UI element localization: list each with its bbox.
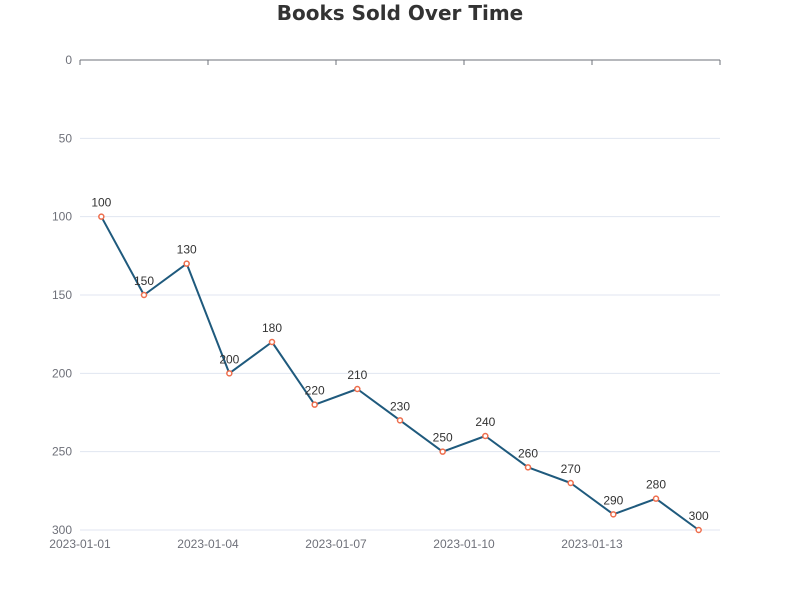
- data-label: 240: [475, 415, 495, 429]
- data-label: 280: [646, 478, 666, 492]
- chart-title: Books Sold Over Time: [276, 1, 524, 25]
- data-point: [140, 291, 148, 299]
- x-tick-label: 2023-01-07: [305, 537, 367, 551]
- data-point: [567, 479, 574, 487]
- data-point: [439, 448, 446, 455]
- y-tick-label: 150: [52, 288, 72, 302]
- x-tick-label: 2023-01-01: [49, 537, 111, 551]
- data-label: 210: [347, 368, 367, 382]
- data-label: 230: [390, 399, 410, 413]
- data-label: 220: [305, 384, 325, 398]
- y-tick-label: 0: [65, 53, 72, 67]
- data-point: [311, 401, 318, 408]
- grid-layer: [80, 137, 720, 531]
- data-point: [268, 338, 276, 346]
- x-tick-label: 2023-01-10: [433, 537, 495, 551]
- data-label: 150: [134, 274, 154, 288]
- series-layer: [98, 213, 702, 534]
- data-label: 300: [689, 509, 709, 523]
- data-point: [695, 526, 702, 534]
- x-tick-label: 2023-01-13: [561, 537, 623, 551]
- data-point: [226, 370, 233, 377]
- data-point: [482, 432, 489, 440]
- x-tick-label: 2023-01-04: [177, 537, 239, 551]
- data-label: 290: [603, 493, 623, 507]
- y-tick-label: 300: [52, 523, 72, 537]
- data-label: 180: [262, 321, 282, 335]
- axis-layer: [79, 59, 721, 65]
- data-label: 260: [518, 446, 538, 460]
- data-point: [396, 417, 404, 424]
- y-tick-label: 200: [52, 366, 72, 380]
- data-point: [354, 385, 361, 393]
- y-tick-label: 50: [59, 131, 73, 145]
- data-label: 270: [561, 462, 581, 476]
- data-label: 250: [433, 431, 453, 445]
- data-label: 130: [177, 243, 197, 257]
- data-point: [524, 464, 532, 471]
- data-label: 100: [91, 196, 111, 210]
- y-tick-label: 100: [52, 210, 72, 224]
- data-point: [183, 260, 190, 267]
- data-point: [610, 511, 617, 518]
- data-point: [98, 213, 105, 220]
- data-point: [652, 495, 660, 502]
- y-tick-label: 250: [52, 445, 72, 459]
- data-label: 200: [219, 352, 239, 366]
